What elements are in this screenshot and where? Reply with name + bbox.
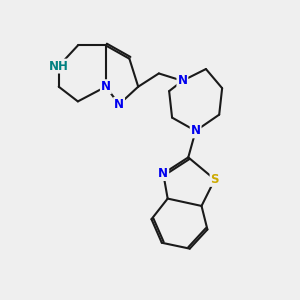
Text: N: N [177,74,188,87]
Text: S: S [211,173,219,186]
Text: N: N [190,124,201,137]
Text: N: N [114,98,124,111]
Text: NH: NH [49,60,69,73]
Text: N: N [101,80,111,93]
Text: N: N [158,167,168,180]
